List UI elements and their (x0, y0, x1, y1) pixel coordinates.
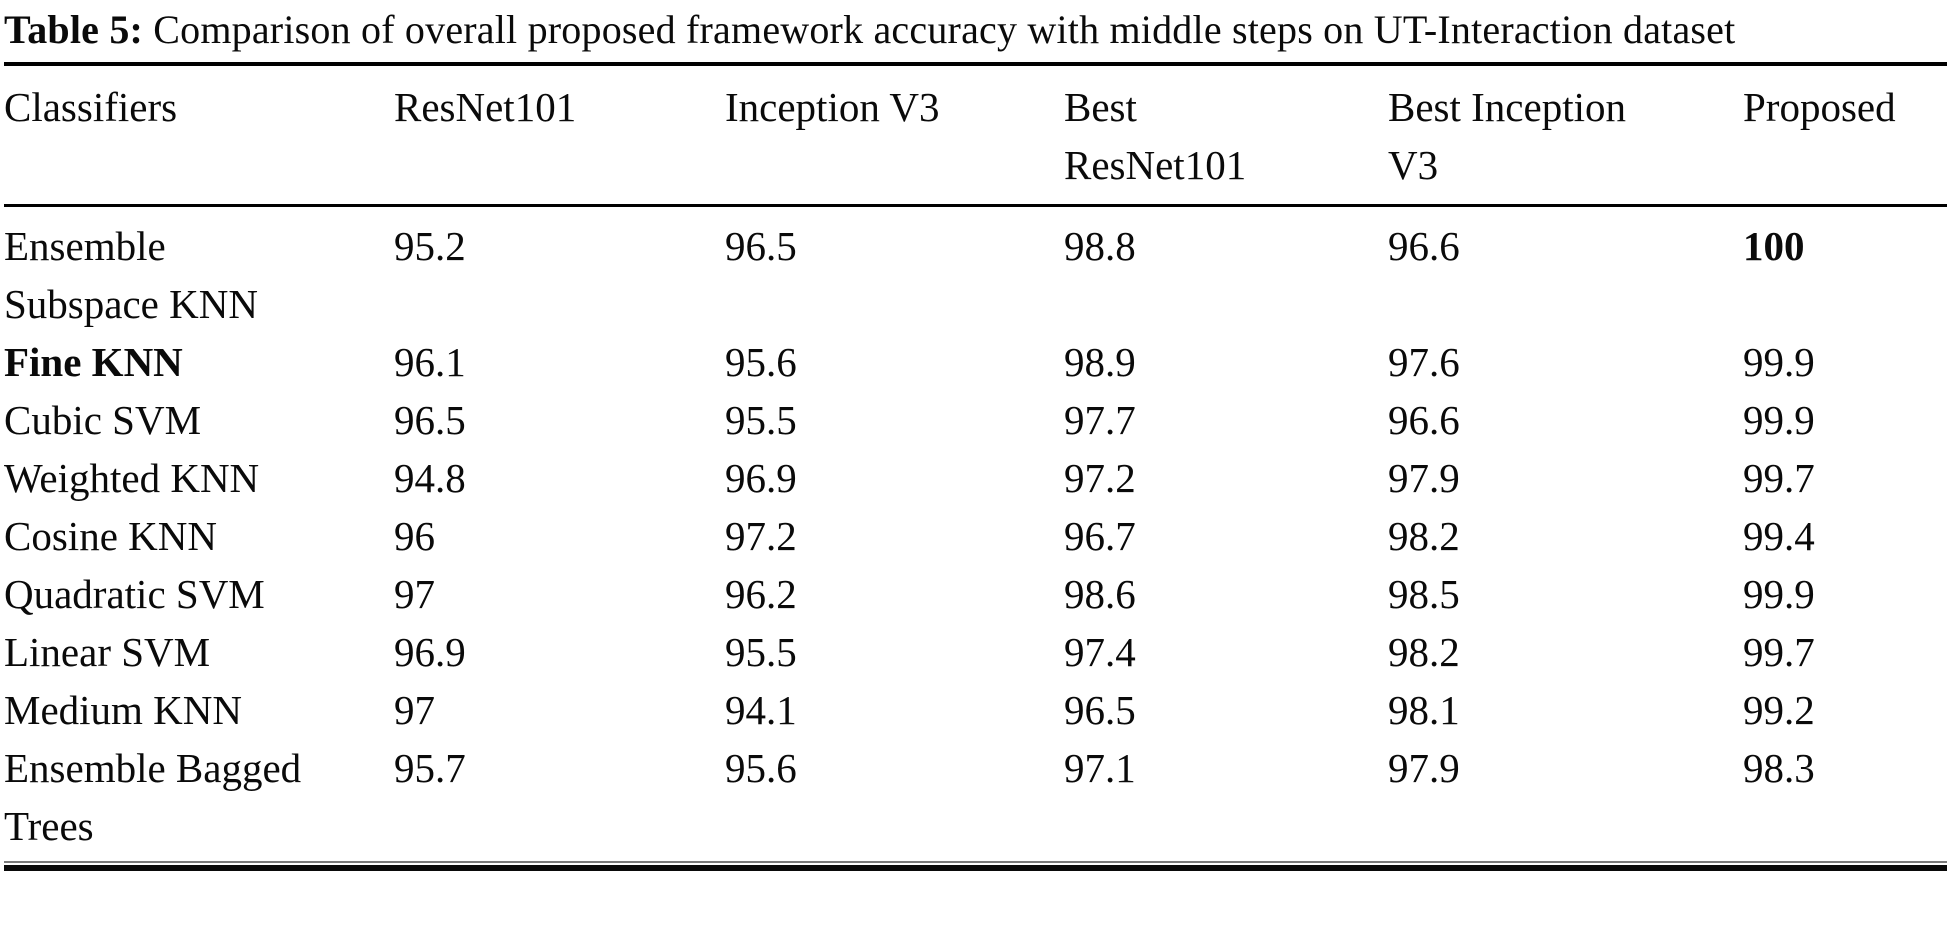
row-label: Cosine KNN (4, 513, 217, 559)
value-cell: 95.2 (394, 223, 466, 269)
table-caption-label: Table 5: (4, 7, 144, 52)
value-cell: 96.2 (725, 571, 797, 617)
value-cell: 97.2 (1064, 455, 1136, 501)
header-row: Classifiers ResNet101 Inception V3 Best … (4, 64, 1947, 207)
results-table: Classifiers ResNet101 Inception V3 Best … (4, 62, 1947, 861)
value-cell: 99.9 (1743, 339, 1815, 385)
value-cell: 97.6 (1388, 339, 1460, 385)
value-cell: 97.9 (1388, 455, 1460, 501)
value-cell: 99.9 (1743, 397, 1815, 443)
value-cell: 99.7 (1743, 455, 1815, 501)
value-cell: 95.6 (725, 745, 797, 791)
header-cell-classifiers: Classifiers (4, 64, 394, 207)
row-label: Medium KNN (4, 687, 243, 733)
value-cell: 98.6 (1064, 571, 1136, 617)
value-cell: 96.5 (1064, 687, 1136, 733)
value-cell: 99.9 (1743, 571, 1815, 617)
value-cell: 95.7 (394, 745, 466, 791)
table-body: Ensemble Subspace KNN 95.2 96.5 98.8 96.… (4, 206, 1947, 862)
header-cell-inception-v3: Inception V3 (725, 64, 1064, 207)
row-label: Linear SVM (4, 629, 211, 675)
table-row: Fine KNN 96.1 95.6 98.9 97.6 99.9 (4, 333, 1947, 391)
value-cell: 95.6 (725, 339, 797, 385)
value-cell: 99.7 (1743, 629, 1815, 675)
value-cell: 96.5 (725, 223, 797, 269)
value-cell: 96 (394, 513, 435, 559)
value-cell: 98.2 (1388, 629, 1460, 675)
value-cell: 97 (394, 571, 435, 617)
table-row: Ensemble Subspace KNN 95.2 96.5 98.8 96.… (4, 206, 1947, 334)
table-row: Medium KNN 97 94.1 96.5 98.1 99.2 (4, 681, 1947, 739)
header-cell-best-inception: Best Inception V3 (1388, 64, 1743, 207)
table-row: Linear SVM 96.9 95.5 97.4 98.2 99.7 (4, 623, 1947, 681)
header-cell-proposed: Proposed (1743, 64, 1947, 207)
row-label: Weighted KNN (4, 455, 260, 501)
row-label: Cubic SVM (4, 397, 202, 443)
table-row: Weighted KNN 94.8 96.9 97.2 97.9 99.7 (4, 449, 1947, 507)
value-cell: 98.9 (1064, 339, 1136, 385)
table-row: Quadratic SVM 97 96.2 98.6 98.5 99.9 (4, 565, 1947, 623)
value-cell: 94.8 (394, 455, 466, 501)
value-cell: 96.7 (1064, 513, 1136, 559)
value-cell: 96.9 (394, 629, 466, 675)
table-caption-text: Comparison of overall proposed framework… (153, 7, 1736, 52)
table-row: Cubic SVM 96.5 95.5 97.7 96.6 99.9 (4, 391, 1947, 449)
header-cell-best-resnet101: Best ResNet101 (1064, 64, 1388, 207)
value-cell: 97.4 (1064, 629, 1136, 675)
value-cell: 99.2 (1743, 687, 1815, 733)
value-cell: 97 (394, 687, 435, 733)
value-cell: 98.2 (1388, 513, 1460, 559)
value-cell: 100 (1743, 223, 1805, 269)
value-cell: 95.5 (725, 629, 797, 675)
table-row: Ensemble Bagged Trees 95.7 95.6 97.1 97.… (4, 739, 1947, 861)
table-header: Classifiers ResNet101 Inception V3 Best … (4, 64, 1947, 207)
row-label: Ensemble Bagged Trees (4, 745, 302, 849)
value-cell: 98.5 (1388, 571, 1460, 617)
value-cell: 97.9 (1388, 745, 1460, 791)
value-cell: 98.1 (1388, 687, 1460, 733)
value-cell: 96.9 (725, 455, 797, 501)
value-cell: 97.7 (1064, 397, 1136, 443)
value-cell: 96.5 (394, 397, 466, 443)
value-cell: 96.6 (1388, 223, 1460, 269)
value-cell: 96.1 (394, 339, 466, 385)
row-label: Ensemble Subspace KNN (4, 223, 258, 327)
row-label: Quadratic SVM (4, 571, 265, 617)
header-cell-resnet101: ResNet101 (394, 64, 725, 207)
row-label: Fine KNN (4, 339, 183, 385)
value-cell: 96.6 (1388, 397, 1460, 443)
table-bottom-rule (4, 861, 1947, 871)
value-cell: 99.4 (1743, 513, 1815, 559)
table-row: Cosine KNN 96 97.2 96.7 98.2 99.4 (4, 507, 1947, 565)
value-cell: 98.3 (1743, 745, 1815, 791)
value-cell: 94.1 (725, 687, 797, 733)
value-cell: 98.8 (1064, 223, 1136, 269)
value-cell: 97.2 (725, 513, 797, 559)
table-caption: Table 5: Comparison of overall proposed … (4, 6, 1952, 54)
value-cell: 95.5 (725, 397, 797, 443)
value-cell: 97.1 (1064, 745, 1136, 791)
